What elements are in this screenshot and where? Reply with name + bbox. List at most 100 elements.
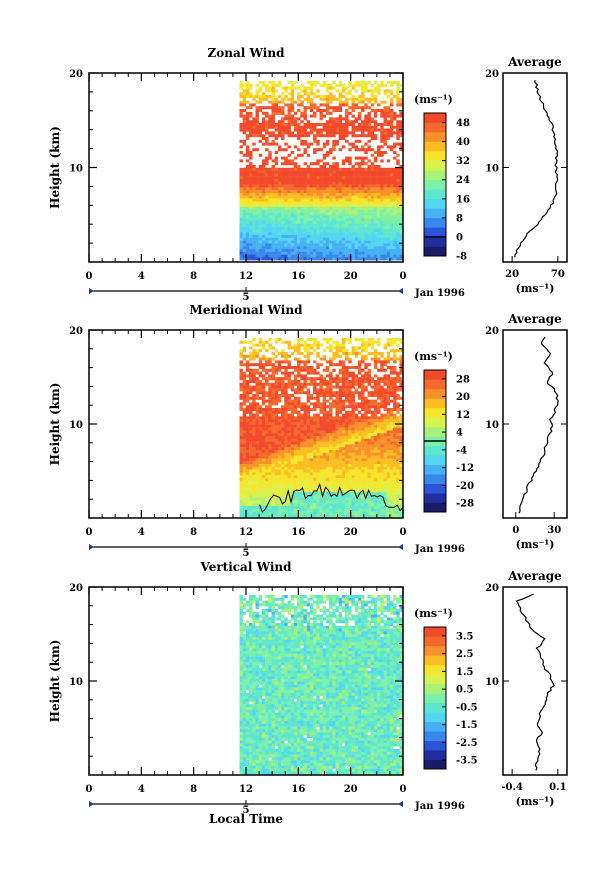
heatmap-cell xyxy=(338,190,343,194)
heatmap-cell xyxy=(361,503,365,507)
heatmap-cell xyxy=(277,478,282,481)
heatmap-cell xyxy=(322,114,327,118)
heatmap-cell xyxy=(245,405,250,409)
heatmap-cell xyxy=(239,354,243,358)
heatmap-cell xyxy=(335,179,339,182)
heatmap-cell xyxy=(271,475,275,479)
heatmap-cell xyxy=(341,480,346,484)
heatmap-cell xyxy=(242,120,247,124)
heatmap-cell xyxy=(239,114,243,118)
heatmap-cell xyxy=(255,402,259,406)
heatmap-cell xyxy=(309,251,314,255)
heatmap-cell xyxy=(265,466,269,470)
heatmap-cell xyxy=(281,209,285,213)
heatmap-cell xyxy=(309,173,314,177)
heatmap-cell xyxy=(297,497,301,501)
heatmap-cell xyxy=(313,243,317,247)
heatmap-cell xyxy=(364,408,368,411)
heatmap-cell xyxy=(306,125,311,129)
heatmap-cell xyxy=(300,511,304,515)
heatmap-cell xyxy=(386,249,391,252)
heatmap-cell xyxy=(303,207,307,210)
heatmap-cell xyxy=(348,131,352,135)
heatmap-cell xyxy=(393,251,397,255)
heatmap-cell xyxy=(351,497,355,501)
heatmap-cell xyxy=(274,137,279,140)
heatmap-cell xyxy=(335,232,339,236)
heatmap-cell xyxy=(297,433,301,437)
heatmap-cell xyxy=(290,380,295,383)
heatmap-cell xyxy=(383,209,387,213)
heatmap-cell xyxy=(322,235,327,238)
heatmap-cell xyxy=(297,371,301,375)
heatmap-cell xyxy=(290,405,295,409)
heatmap-cell xyxy=(389,134,394,138)
heatmap-cell xyxy=(383,218,387,222)
heatmap-cell xyxy=(268,464,272,467)
heatmap-cell xyxy=(383,173,387,177)
heatmap-cell xyxy=(271,444,275,448)
heatmap-cell xyxy=(281,100,285,104)
heatmap-cell xyxy=(345,218,349,222)
profile-x-tick-label: 70 xyxy=(551,269,565,280)
heatmap-cell xyxy=(245,120,250,124)
heatmap-cell xyxy=(313,377,317,381)
heatmap-cell xyxy=(335,354,339,358)
heatmap-cell xyxy=(271,125,275,129)
heatmap-cell xyxy=(351,165,355,168)
heatmap-cell xyxy=(354,377,359,381)
heatmap-cell xyxy=(380,159,384,163)
heatmap-cell xyxy=(399,218,403,222)
heatmap-cell xyxy=(303,151,307,154)
heatmap-cell xyxy=(297,410,301,414)
heatmap-cell xyxy=(316,237,320,241)
heatmap-cell xyxy=(322,81,327,84)
heatmap-cell xyxy=(265,89,269,93)
heatmap-cell xyxy=(357,494,362,498)
heatmap-cell xyxy=(297,492,301,495)
heatmap-cell xyxy=(293,209,298,213)
heatmap-cell xyxy=(348,204,352,208)
heatmap-cell xyxy=(345,469,349,473)
heatmap-cell xyxy=(322,209,327,213)
heatmap-cell xyxy=(281,117,285,121)
heatmap-cell xyxy=(373,209,378,213)
heatmap-cell xyxy=(322,472,327,476)
heatmap-cell xyxy=(325,100,330,104)
heatmap-cell xyxy=(354,374,359,378)
heatmap-cell xyxy=(348,257,352,261)
heatmap-cell xyxy=(300,246,304,250)
heatmap-cell xyxy=(255,391,259,395)
heatmap-cell xyxy=(255,388,259,392)
heatmap-cell xyxy=(341,447,346,451)
heatmap-cell xyxy=(239,190,243,194)
heatmap-cell xyxy=(370,221,375,224)
heatmap-cell xyxy=(274,500,279,504)
heatmap-cell xyxy=(341,201,346,205)
heatmap-cell xyxy=(351,458,355,462)
heatmap-cell xyxy=(281,469,285,473)
heatmap-cell xyxy=(364,223,368,227)
heatmap-cell xyxy=(239,377,243,381)
heatmap-cell xyxy=(357,483,362,487)
heatmap-cell xyxy=(265,422,269,425)
heatmap-cell xyxy=(325,508,330,512)
heatmap-cell xyxy=(367,254,371,258)
heatmap-cell xyxy=(319,458,323,462)
heatmap-cell xyxy=(309,201,314,205)
heatmap-cell xyxy=(265,179,269,182)
heatmap-cell xyxy=(284,159,288,163)
heatmap-cell xyxy=(297,396,301,400)
heatmap-cell xyxy=(313,343,317,347)
heatmap-cell xyxy=(265,195,269,199)
heatmap-cell xyxy=(249,153,253,157)
heatmap-cell xyxy=(367,402,371,406)
heatmap-cell xyxy=(332,497,336,501)
heatmap-cell xyxy=(265,492,269,495)
heatmap-cell xyxy=(309,430,314,434)
heatmap-cell xyxy=(396,201,400,205)
heatmap-cell xyxy=(348,97,352,101)
colorbar-swatch xyxy=(424,113,446,123)
heatmap-cell xyxy=(361,173,365,177)
heatmap-cell xyxy=(345,109,349,112)
